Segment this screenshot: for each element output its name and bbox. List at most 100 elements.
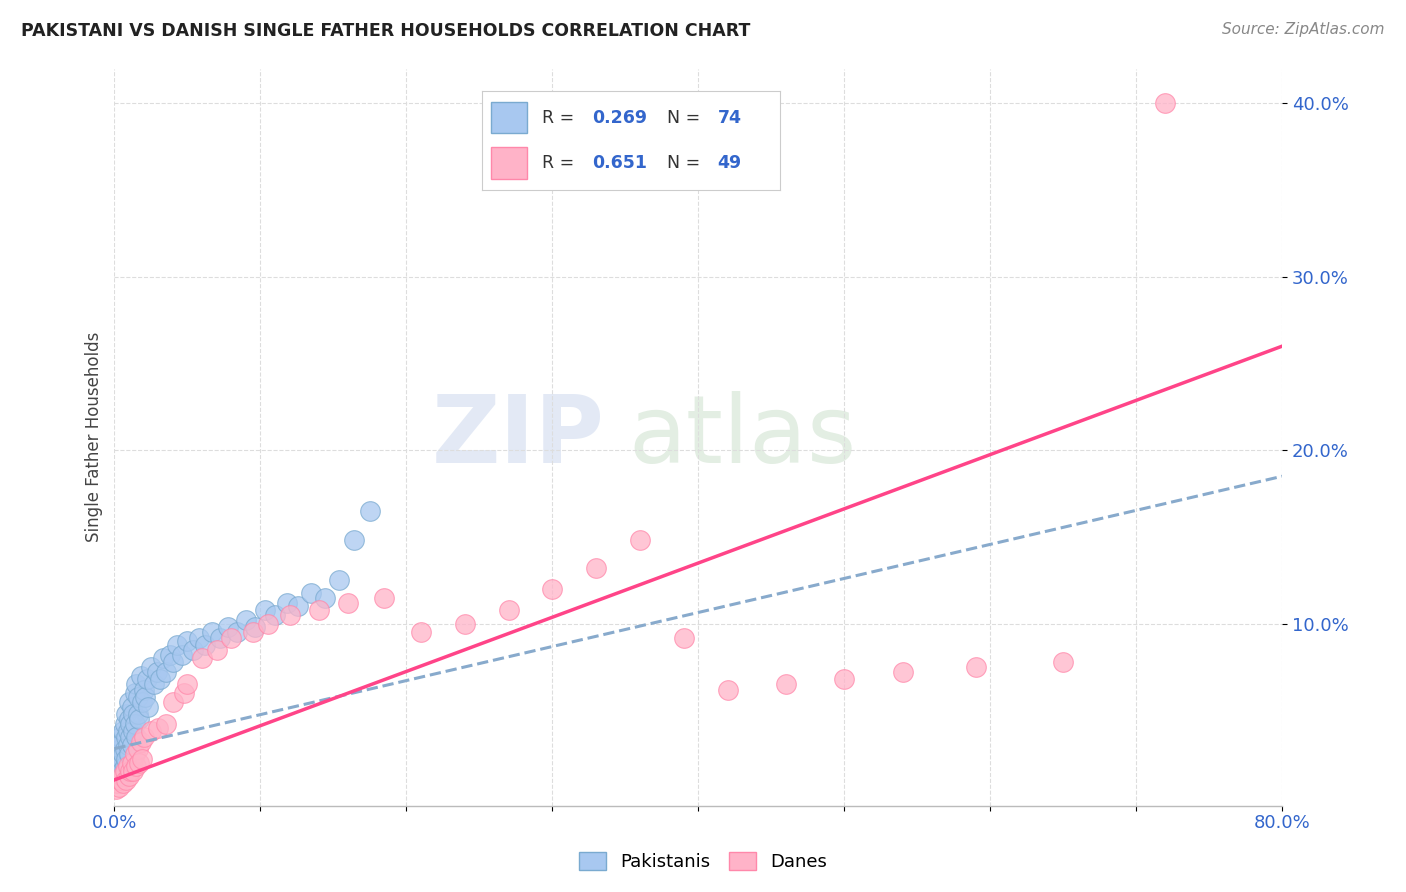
- Point: [264, 608, 287, 623]
- Point: [181, 642, 204, 657]
- Point: [276, 596, 298, 610]
- Point: [136, 700, 159, 714]
- Point: [127, 741, 149, 756]
- Text: atlas: atlas: [628, 392, 856, 483]
- Point: [117, 724, 139, 739]
- Point: [1052, 655, 1074, 669]
- Point: [120, 717, 142, 731]
- Point: [139, 724, 162, 739]
- Point: [105, 759, 128, 773]
- Point: [104, 756, 127, 770]
- Point: [114, 764, 136, 779]
- Point: [111, 764, 134, 779]
- Point: [107, 780, 129, 794]
- Point: [132, 730, 155, 744]
- Point: [891, 665, 914, 680]
- Point: [541, 582, 564, 596]
- Point: [256, 616, 278, 631]
- Point: [128, 756, 150, 770]
- Point: [112, 769, 135, 783]
- Point: [454, 616, 477, 631]
- Point: [166, 638, 188, 652]
- Point: [235, 613, 257, 627]
- Text: PAKISTANI VS DANISH SINGLE FATHER HOUSEHOLDS CORRELATION CHART: PAKISTANI VS DANISH SINGLE FATHER HOUSEH…: [21, 22, 751, 40]
- Point: [118, 769, 141, 783]
- Point: [104, 781, 127, 796]
- Point: [219, 631, 242, 645]
- Point: [129, 735, 152, 749]
- Point: [122, 706, 145, 721]
- Point: [328, 574, 350, 588]
- Point: [314, 591, 336, 605]
- Point: [628, 533, 651, 548]
- Point: [132, 682, 155, 697]
- Point: [107, 752, 129, 766]
- Point: [128, 712, 150, 726]
- Point: [134, 690, 156, 704]
- Point: [145, 665, 167, 680]
- Point: [176, 634, 198, 648]
- Point: [201, 625, 224, 640]
- Point: [243, 620, 266, 634]
- Point: [115, 730, 138, 744]
- Point: [105, 776, 128, 790]
- Point: [152, 651, 174, 665]
- Point: [114, 759, 136, 773]
- Point: [127, 706, 149, 721]
- Text: Source: ZipAtlas.com: Source: ZipAtlas.com: [1222, 22, 1385, 37]
- Point: [142, 677, 165, 691]
- Point: [111, 756, 134, 770]
- Point: [139, 660, 162, 674]
- Point: [115, 706, 138, 721]
- Point: [110, 730, 132, 744]
- Legend: Pakistanis, Danes: Pakistanis, Danes: [572, 845, 834, 879]
- Point: [162, 655, 184, 669]
- Point: [107, 738, 129, 752]
- Point: [129, 669, 152, 683]
- Point: [124, 747, 146, 761]
- Point: [832, 673, 855, 687]
- Point: [176, 677, 198, 691]
- Point: [409, 625, 432, 640]
- Point: [308, 603, 330, 617]
- Point: [253, 603, 276, 617]
- Point: [131, 695, 153, 709]
- Point: [122, 764, 145, 779]
- Point: [131, 752, 153, 766]
- Y-axis label: Single Father Households: Single Father Households: [86, 332, 103, 542]
- Point: [110, 741, 132, 756]
- Point: [155, 665, 177, 680]
- Text: 80.0%: 80.0%: [1254, 814, 1310, 832]
- Point: [191, 651, 214, 665]
- Point: [117, 738, 139, 752]
- Point: [194, 638, 217, 652]
- Point: [112, 724, 135, 739]
- Point: [124, 686, 146, 700]
- Point: [112, 747, 135, 761]
- Point: [217, 620, 239, 634]
- Point: [170, 648, 193, 662]
- Point: [114, 717, 136, 731]
- Point: [127, 690, 149, 704]
- Point: [115, 752, 138, 766]
- Point: [122, 724, 145, 739]
- Point: [359, 504, 381, 518]
- Point: [287, 599, 309, 614]
- Point: [118, 747, 141, 761]
- Point: [111, 769, 134, 783]
- Point: [115, 772, 138, 787]
- Point: [135, 673, 157, 687]
- Point: [155, 717, 177, 731]
- Point: [775, 677, 797, 691]
- Point: [105, 747, 128, 761]
- Point: [162, 695, 184, 709]
- Point: [188, 631, 211, 645]
- Point: [125, 677, 148, 691]
- Point: [336, 596, 359, 610]
- Point: [117, 759, 139, 773]
- Point: [125, 730, 148, 744]
- Point: [107, 764, 129, 779]
- Point: [716, 682, 738, 697]
- Point: [149, 673, 172, 687]
- Point: [373, 591, 395, 605]
